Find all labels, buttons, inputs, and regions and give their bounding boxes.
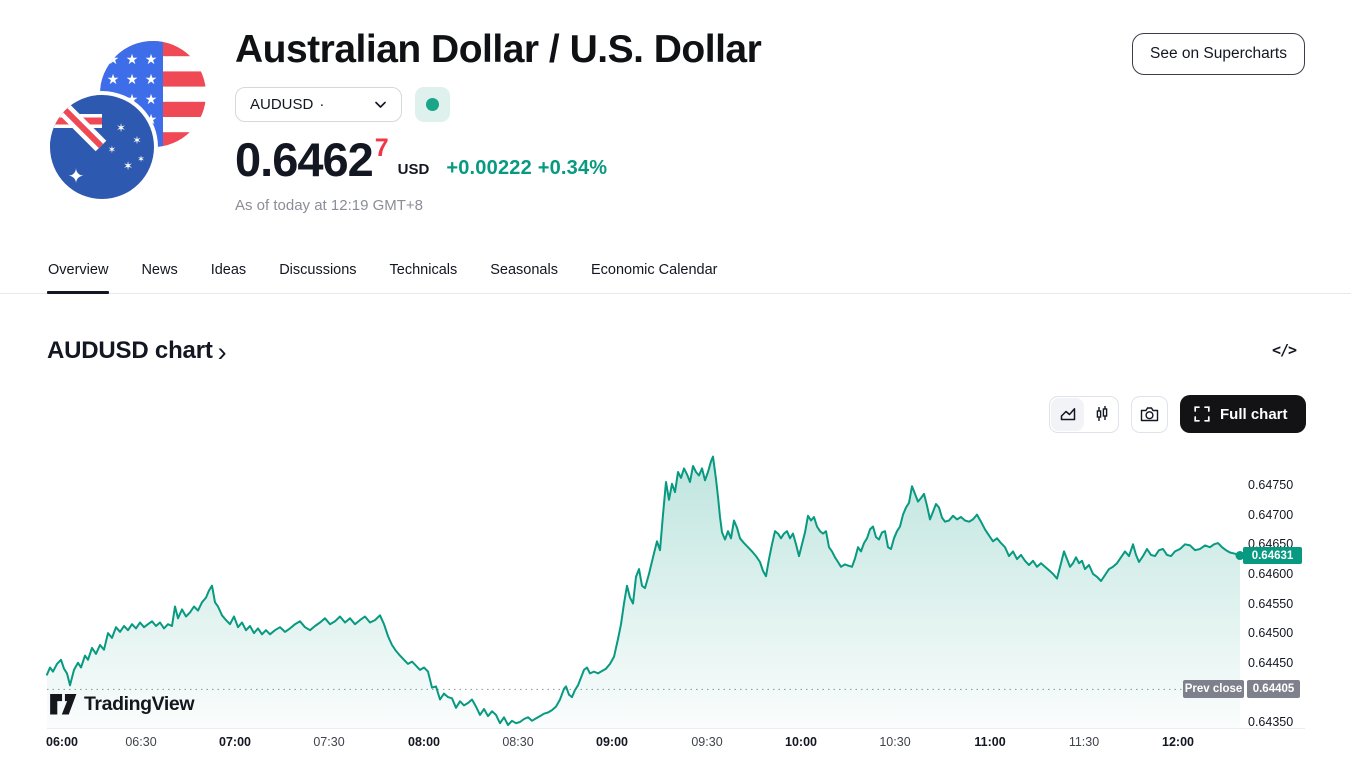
price-change: +0.00222 +0.34% (446, 157, 608, 179)
svg-text:✶: ✶ (132, 134, 141, 147)
svg-text:✶: ✶ (137, 155, 145, 165)
chevron-down-icon (372, 96, 389, 113)
time-scale-label: 07:30 (313, 735, 345, 749)
price-line (46, 455, 1241, 726)
page-title: Australian Dollar / U.S. Dollar (235, 28, 762, 71)
au-flag-icon: ✦ ✶ ✶ ✶ ✶ ✶ (50, 95, 154, 199)
time-scale-label: 09:00 (596, 735, 628, 749)
time-scale-label: 06:30 (125, 735, 157, 749)
tab-news[interactable]: News (141, 262, 178, 278)
price-chart[interactable]: 0.64750 0.64700 0.64650 0.64600 0.64550 0.645… (0, 450, 1351, 760)
price-block: 0.6462 7 USD +0.00222 +0.34% (235, 133, 608, 186)
price-scale-label: 0.64700 (1248, 507, 1294, 522)
time-scale-label: 09:30 (691, 735, 723, 749)
svg-text:★: ★ (126, 72, 139, 88)
chart-section-title: AUDUSD chart (47, 337, 213, 364)
market-open-dot-icon (426, 98, 439, 111)
market-status-button[interactable] (415, 87, 450, 122)
candles-chart-icon (1096, 406, 1107, 421)
last-price: 0.6462 (235, 133, 374, 186)
tradingview-logo-text: TradingView (84, 693, 195, 715)
last-price-extra-digit: 7 (374, 134, 389, 162)
us-au-flag-icon: ★★★ ★★★ ★★★ ★★ (46, 41, 206, 203)
chart-style-switcher (1049, 395, 1119, 433)
time-scale-label: 10:30 (879, 735, 911, 749)
price-scale-label: 0.64450 (1248, 655, 1294, 670)
currency-pair-flags: ★★★ ★★★ ★★★ ★★ (45, 36, 210, 206)
camera-icon (1140, 406, 1159, 421)
svg-text:✦: ✦ (68, 164, 85, 188)
time-scale-label: 08:30 (502, 735, 534, 749)
price-scale-label: 0.64600 (1248, 566, 1294, 581)
tab-seasonals[interactable]: Seasonals (490, 262, 558, 278)
price-scale-label: 0.64350 (1248, 715, 1294, 729)
symbol-row: AUDUSD · (235, 87, 450, 122)
last-price-dot (1235, 551, 1245, 561)
time-scale-label: 08:00 (408, 735, 440, 749)
price-scale-label: 0.64500 (1248, 626, 1294, 641)
price-chart-svg (46, 455, 1245, 728)
time-scale-label: 07:00 (219, 735, 251, 749)
tab-discussions[interactable]: Discussions (279, 262, 357, 278)
tradingview-mark-icon (50, 694, 77, 715)
svg-text:★: ★ (107, 52, 120, 68)
price-scale-label: 0.64550 (1248, 596, 1294, 611)
svg-text:★: ★ (145, 92, 158, 108)
svg-text:★: ★ (145, 52, 158, 68)
snapshot-button[interactable] (1131, 395, 1168, 433)
tab-overview[interactable]: Overview (47, 256, 110, 294)
chevron-right-icon: › (217, 337, 227, 367)
symbol-dot: · (319, 96, 325, 113)
prev-close-value-badge: 0.64405 (1247, 680, 1300, 699)
tab-economic-calendar[interactable]: Economic Calendar (590, 262, 718, 278)
price-currency: USD (397, 161, 430, 178)
area-chart-style-button[interactable] (1051, 397, 1084, 431)
svg-text:✶: ✶ (108, 145, 116, 156)
embed-code-icon[interactable]: </> (1272, 341, 1297, 359)
time-scale-label: 10:00 (785, 735, 817, 749)
as-of-timestamp: As of today at 12:19 GMT+8 (235, 197, 424, 214)
current-price-badge: 0.64631 (1243, 547, 1302, 564)
price-area-fill (47, 456, 1240, 728)
tabs: Overview News Ideas Discussions Technica… (47, 256, 1351, 294)
svg-text:★: ★ (126, 52, 139, 68)
svg-text:★: ★ (145, 72, 158, 88)
time-scale-label: 06:00 (46, 735, 78, 749)
fullscreen-icon (1194, 406, 1210, 422)
symbol-label: AUDUSD (250, 96, 314, 113)
svg-text:✶: ✶ (123, 159, 133, 173)
tradingview-logo[interactable]: TradingView (50, 693, 195, 716)
candles-chart-style-button[interactable] (1085, 397, 1118, 432)
time-scale-label: 11:30 (1068, 735, 1100, 749)
time-scale-label: 11:00 (974, 735, 1006, 749)
time-scale-label: 12:00 (1162, 735, 1194, 749)
full-chart-button[interactable]: Full chart (1180, 395, 1306, 433)
area-chart-icon (1060, 408, 1075, 421)
tabs-bar: Overview News Ideas Discussions Technica… (0, 256, 1351, 294)
price-scale-label: 0.64750 (1248, 478, 1294, 492)
time-axis-separator (47, 728, 1305, 729)
svg-text:✶: ✶ (116, 121, 126, 135)
tab-technicals[interactable]: Technicals (389, 262, 458, 278)
see-on-supercharts-button[interactable]: See on Supercharts (1132, 33, 1305, 75)
tab-ideas[interactable]: Ideas (210, 262, 247, 278)
symbol-dropdown[interactable]: AUDUSD · (235, 87, 402, 122)
svg-text:★: ★ (107, 72, 120, 88)
chart-section-heading[interactable]: AUDUSD chart › (47, 337, 227, 367)
full-chart-label: Full chart (1220, 405, 1288, 423)
chart-toolbar: Full chart (1049, 395, 1306, 433)
prev-close-tag: Prev close (1183, 680, 1244, 699)
